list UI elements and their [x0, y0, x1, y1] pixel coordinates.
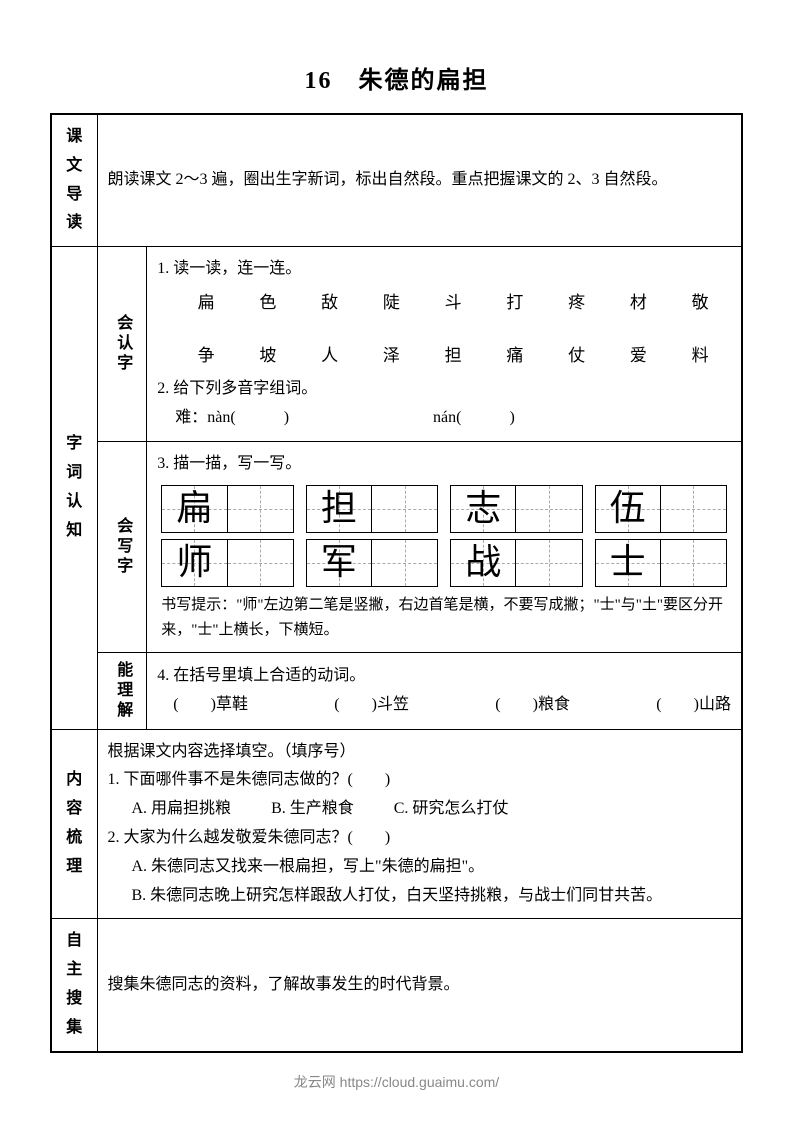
char-box: 士 — [595, 539, 727, 587]
fill-row: ( )草鞋 ( )斗笠 ( )粮食 ( )山路 — [173, 691, 731, 720]
list-item: 料 — [669, 341, 731, 372]
neishu-content: 根据课文内容选择填空。（填序号） 1. 下面哪件事不是朱德同志做的？( ) A.… — [97, 729, 742, 919]
list-item: 敌 — [299, 288, 361, 319]
char-row-1: 扁色敌陡斗打疼材敬 — [175, 288, 731, 319]
char-box: 军 — [306, 539, 438, 587]
list-item: 泽 — [361, 341, 423, 372]
char-box: 担 — [306, 485, 438, 533]
lesson-title: 16 朱德的扁担 — [50, 60, 743, 95]
nenglijie-content: 4. 在括号里填上合适的动词。 ( )草鞋( )斗笠( )粮食( )山路 — [147, 652, 742, 729]
list-item: 痛 — [484, 341, 546, 372]
footer-text: 龙云网 https://cloud.guaimu.com/ — [0, 1072, 793, 1092]
huixie-content: 3. 描一描，写一写。 扁担志伍 师军战士 书写提示："师"左边第二笔是竖撇，右… — [147, 441, 742, 652]
list-item: 争 — [175, 341, 237, 372]
list-item: 坡 — [237, 341, 299, 372]
char-box: 师 — [161, 539, 293, 587]
list-item: 敬 — [669, 288, 731, 319]
practice-char: 战 — [465, 530, 501, 595]
sublabel-huixie: 会写字 — [97, 441, 147, 652]
list-item: 材 — [608, 288, 670, 319]
sublabel-huiren: 会认字 — [97, 247, 147, 442]
list-item: 人 — [299, 341, 361, 372]
section-label-daodu: 课文导读 — [51, 114, 97, 247]
list-item: A. 用扁担挑粮 — [132, 795, 232, 824]
list-item: ( )粮食 — [495, 691, 570, 720]
list-item: C. 研究怎么打仗 — [394, 795, 509, 824]
list-item: ( )草鞋 — [173, 691, 248, 720]
practice-char: 师 — [176, 530, 212, 595]
q1-options: A. 用扁担挑粮 B. 生产粮食 C. 研究怎么打仗 — [132, 795, 732, 824]
write-grid-row1: 扁担志伍 — [161, 485, 727, 533]
list-item: ( )山路 — [656, 691, 731, 720]
section-label-zici: 字词认知 — [51, 247, 97, 729]
char-box: 战 — [450, 539, 582, 587]
list-item: B. 生产粮食 — [271, 795, 354, 824]
writing-hint: 书写提示："师"左边第二笔是竖撇，右边首笔是横，不要写成撇；"士"与"土"要区分… — [157, 593, 731, 644]
list-item: 打 — [484, 288, 546, 319]
list-item: 色 — [237, 288, 299, 319]
huiren-content: 1. 读一读，连一连。 扁色敌陡斗打疼材敬 争坡人泽担痛仗爱料 2. 给下列多音… — [147, 247, 742, 442]
list-item: 担 — [422, 341, 484, 372]
section-label-zizhu: 自主搜集 — [51, 919, 97, 1052]
char-box: 志 — [450, 485, 582, 533]
char-box: 扁 — [161, 485, 293, 533]
list-item: 扁 — [175, 288, 237, 319]
sublabel-nenglijie: 能理解 — [97, 652, 147, 729]
char-row-2: 争坡人泽担痛仗爱料 — [175, 341, 731, 372]
worksheet-table: 课文导读 朗读课文 2～3 遍，圈出生字新词，标出自然段。重点把握课文的 2、3… — [50, 113, 743, 1053]
daodu-content: 朗读课文 2～3 遍，圈出生字新词，标出自然段。重点把握课文的 2、3 自然段。 — [97, 114, 742, 247]
practice-char: 军 — [321, 530, 357, 595]
write-grid-row2: 师军战士 — [161, 539, 727, 587]
list-item: 爱 — [608, 341, 670, 372]
list-item: 斗 — [422, 288, 484, 319]
zizhu-content: 搜集朱德同志的资料，了解故事发生的时代背景。 — [97, 919, 742, 1052]
list-item: 陡 — [361, 288, 423, 319]
char-box: 伍 — [595, 485, 727, 533]
list-item: 仗 — [546, 341, 608, 372]
list-item: 疼 — [546, 288, 608, 319]
practice-char: 士 — [610, 530, 646, 595]
list-item: ( )斗笠 — [334, 691, 409, 720]
section-label-neishu: 内容梳理 — [51, 729, 97, 919]
